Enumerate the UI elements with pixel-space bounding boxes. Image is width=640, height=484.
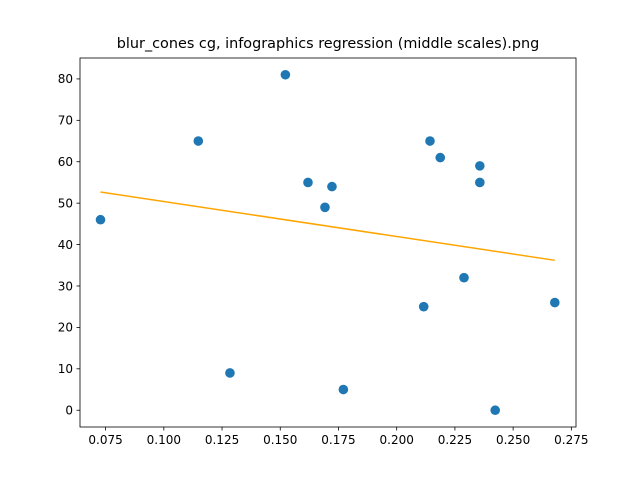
x-tick-label: 0.125 [205, 433, 239, 447]
x-tick-label: 0.200 [380, 433, 414, 447]
plot-frame [79, 57, 577, 428]
x-tick-label: 0.250 [496, 433, 530, 447]
data-point [475, 161, 485, 171]
x-tick-label: 0.175 [321, 433, 355, 447]
regression-line [100, 191, 555, 262]
chart-title: blur_cones cg, infographics regression (… [117, 36, 539, 52]
x-tick-label: 0.275 [554, 433, 588, 447]
data-point [327, 181, 337, 192]
x-tick-label: 0.075 [88, 433, 122, 447]
y-tick-label: 40 [58, 238, 73, 252]
data-point [320, 202, 330, 213]
x-tick-label: 0.225 [438, 433, 472, 447]
data-point [225, 368, 235, 378]
y-tick-label: 60 [58, 155, 73, 169]
data-point [435, 152, 446, 163]
data-point [193, 136, 204, 146]
axes: 0.075 0.100 0.125 0.150 0.175 0.200 0.225 0.250… [58, 57, 589, 447]
regression-line-group [100, 191, 555, 262]
y-tick-label: 20 [58, 321, 73, 335]
data-point [95, 214, 106, 225]
y-tick-label: 70 [58, 114, 73, 128]
data-point [418, 301, 429, 312]
y-tick-label: 50 [58, 196, 73, 210]
data-point [550, 297, 560, 308]
data-point [475, 177, 485, 188]
scatter-points [95, 69, 560, 416]
data-point [280, 69, 291, 80]
y-tick-label: 80 [58, 72, 73, 86]
data-point [303, 177, 313, 188]
x-tick-label: 0.100 [147, 433, 181, 447]
data-point [459, 272, 469, 283]
data-point [490, 405, 500, 416]
data-point [338, 384, 349, 395]
y-tick-label: 10 [58, 362, 73, 376]
y-tick-label: 0 [65, 404, 73, 418]
y-tick-label: 30 [58, 279, 73, 293]
data-point [425, 136, 435, 146]
x-tick-label: 0.150 [263, 433, 297, 447]
